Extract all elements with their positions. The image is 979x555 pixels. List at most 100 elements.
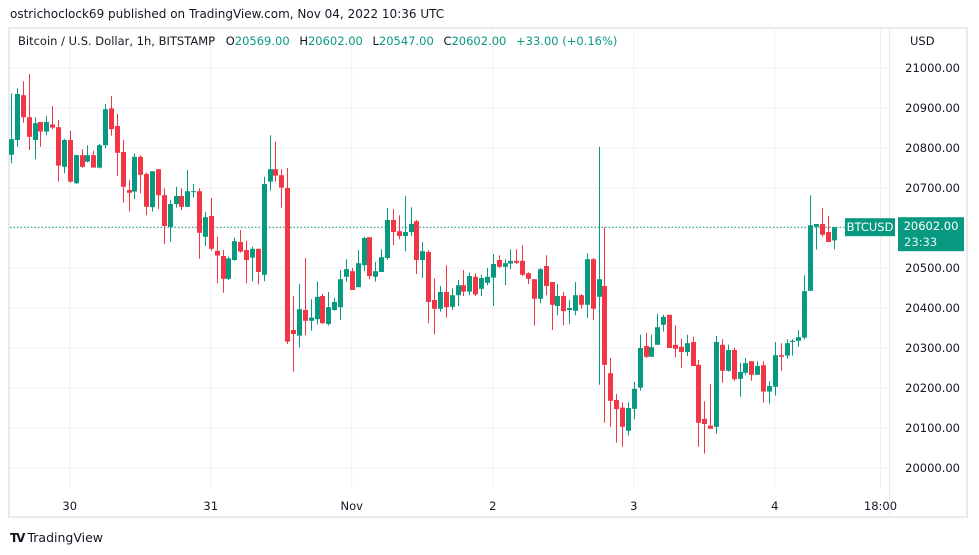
candle-body-up bbox=[802, 291, 807, 338]
candle-body-up bbox=[226, 258, 231, 279]
candle-body-down bbox=[426, 252, 431, 302]
candle-body-down bbox=[244, 250, 249, 260]
candle-body-up bbox=[638, 348, 643, 388]
candle-body-down bbox=[50, 124, 55, 128]
bar-countdown-label: 23:33 bbox=[904, 235, 937, 249]
publisher-line: ostrichoclock69 published on TradingView… bbox=[10, 7, 445, 21]
candle-body-down bbox=[591, 259, 596, 309]
candle-body-up bbox=[438, 292, 443, 309]
candle-body-down bbox=[602, 286, 607, 365]
candle-body-up bbox=[726, 350, 731, 371]
candle-body-down bbox=[197, 191, 202, 233]
open-label: O bbox=[225, 34, 235, 48]
candle-body-down bbox=[350, 271, 355, 290]
candle-body-down bbox=[550, 282, 555, 305]
price-tick-label: 21000.00 bbox=[905, 61, 960, 75]
candle-body-up bbox=[597, 279, 602, 297]
candle-body-up bbox=[250, 248, 255, 258]
candle-body-up bbox=[626, 408, 631, 431]
candle-body-up bbox=[479, 278, 484, 289]
candle-body-down bbox=[91, 155, 96, 168]
candle-body-down bbox=[561, 296, 566, 312]
low-label: L bbox=[372, 34, 379, 48]
candle-body-down bbox=[397, 231, 402, 236]
candle-body-down bbox=[391, 220, 396, 232]
price-tick-label: 20000.00 bbox=[905, 461, 960, 475]
candle-body-down bbox=[56, 127, 61, 166]
candle-body-up bbox=[661, 316, 666, 325]
candle-body-down bbox=[121, 152, 126, 187]
candle-body-down bbox=[532, 279, 537, 299]
candle-body-up bbox=[268, 169, 273, 182]
candle-body-up bbox=[103, 109, 108, 146]
candle-body-up bbox=[203, 217, 208, 237]
candle-body-up bbox=[485, 276, 490, 283]
candle-body-up bbox=[379, 257, 384, 272]
candle-body-down bbox=[720, 344, 725, 371]
candle-body-up bbox=[44, 122, 49, 132]
candle-body-down bbox=[432, 300, 437, 309]
candle-body-up bbox=[714, 342, 719, 427]
candle-body-up bbox=[174, 196, 179, 204]
candle-body-down bbox=[520, 260, 525, 275]
candle-body-up bbox=[573, 295, 578, 311]
candle-body-down bbox=[702, 418, 707, 424]
candle-body-up bbox=[297, 309, 302, 336]
candle-body-up bbox=[508, 260, 513, 264]
candle-body-up bbox=[420, 251, 425, 260]
time-tick-label: 18:00 bbox=[864, 499, 897, 513]
candle-body-up bbox=[9, 139, 14, 155]
candle-body-up bbox=[373, 271, 378, 277]
low-value: 20547.00 bbox=[378, 34, 434, 48]
candle-body-up bbox=[685, 343, 690, 352]
candle-body-up bbox=[97, 145, 102, 168]
candle-body-down bbox=[761, 365, 766, 392]
candle-body-down bbox=[620, 407, 625, 427]
candle-body-down bbox=[138, 156, 143, 175]
candle-body-down bbox=[238, 242, 243, 252]
candle-body-up bbox=[567, 308, 572, 310]
candle-body-up bbox=[450, 295, 455, 307]
candle-body-up bbox=[832, 227, 837, 241]
candle-body-down bbox=[162, 195, 167, 226]
ohlc-legend: Bitcoin / U.S. Dollar, 1h, BITSTAMP O 205… bbox=[18, 34, 623, 48]
price-tick-label: 20300.00 bbox=[905, 341, 960, 355]
candle-body-up bbox=[755, 366, 760, 375]
candle-body-down bbox=[303, 310, 308, 321]
candle-body-down bbox=[256, 248, 261, 272]
candle-body-down bbox=[156, 169, 161, 196]
change-value: +33.00 (+0.16%) bbox=[516, 34, 618, 48]
candle-body-down bbox=[80, 155, 85, 167]
candle-body-down bbox=[414, 221, 419, 260]
candle-body-up bbox=[385, 220, 390, 258]
candle-body-up bbox=[491, 264, 496, 278]
candle-body-down bbox=[826, 232, 831, 242]
candle-body-up bbox=[150, 171, 155, 208]
close-label: C bbox=[443, 34, 452, 48]
candle-body-up bbox=[362, 238, 367, 266]
time-tick-label: 31 bbox=[203, 499, 218, 513]
candle-body-up bbox=[326, 307, 331, 324]
candle-body-down bbox=[473, 276, 478, 295]
candle-body-up bbox=[62, 140, 67, 167]
candle-body-up bbox=[738, 372, 743, 379]
candle-body-down bbox=[667, 314, 672, 348]
candle-body-up bbox=[191, 191, 196, 193]
candle-body-down bbox=[179, 196, 184, 207]
candle-body-up bbox=[649, 347, 654, 357]
time-tick-label: 3 bbox=[630, 499, 637, 513]
candle-body-up bbox=[538, 269, 543, 299]
tradingview-logo[interactable]: TV TradingView bbox=[10, 530, 103, 545]
candle-body-down bbox=[291, 330, 296, 334]
candle-body-down bbox=[608, 373, 613, 401]
candle-body-up bbox=[555, 296, 560, 306]
candle-body-up bbox=[74, 155, 79, 184]
time-tick-label: 4 bbox=[771, 499, 778, 513]
price-tick-label: 20400.00 bbox=[905, 301, 960, 315]
symbol-title: Bitcoin / U.S. Dollar, 1h, BITSTAMP bbox=[18, 34, 216, 48]
candle-body-down bbox=[21, 95, 26, 118]
candle-body-down bbox=[115, 126, 120, 153]
candle-body-up bbox=[332, 302, 337, 310]
price-tick-label: 20200.00 bbox=[905, 381, 960, 395]
